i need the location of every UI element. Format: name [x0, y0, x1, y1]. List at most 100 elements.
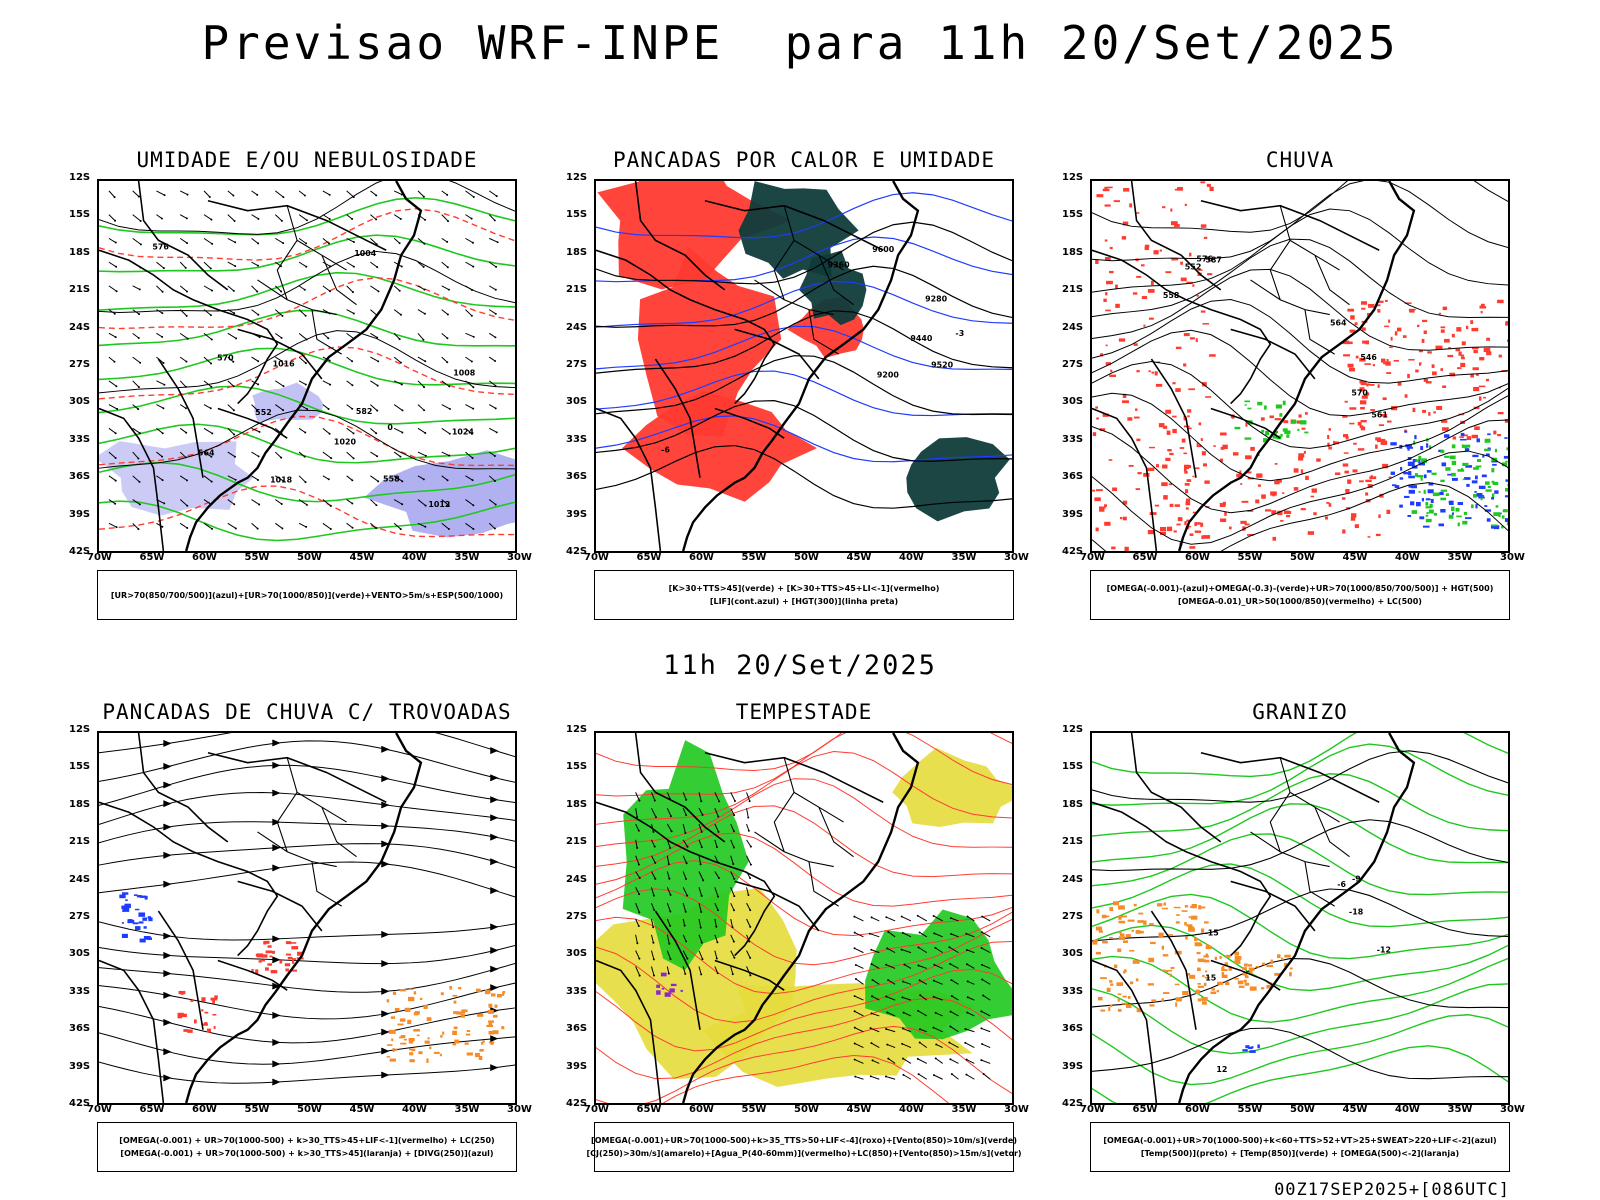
contour-label: 9600 — [872, 245, 895, 254]
latitude-label: 18S — [69, 798, 91, 810]
latitude-label: 36S — [566, 471, 588, 483]
latitude-label: 30S — [566, 396, 588, 408]
latitude-label: 24S — [1062, 873, 1084, 885]
longitude-label: 30W — [507, 552, 532, 563]
latitude-label: 15S — [69, 209, 91, 221]
panel-title-pancadas-calor: PANCADAS POR CALOR E UMIDADE — [612, 148, 995, 172]
contour-label: 558 — [383, 475, 400, 484]
longitude-label: 30W — [1004, 552, 1029, 563]
contour-label: 576 — [1196, 254, 1213, 263]
country-borders — [596, 181, 884, 551]
legend-chuva: [OMEGA(-0.001)-(azul)+OMEGA(-0.3)-(verde… — [1090, 570, 1510, 620]
contour-label: 9360 — [828, 261, 851, 270]
latitude-label: 21S — [1062, 284, 1084, 296]
panel-title-chuva: CHUVA — [1265, 148, 1335, 172]
map-chuva: 576 570 564 558 552 546 587 561 — [1090, 179, 1510, 553]
longitude-label: 35W — [454, 552, 480, 563]
coastline — [682, 181, 920, 551]
longitude-label: 70W — [1080, 1104, 1105, 1115]
latitude-label: 39S — [566, 508, 588, 520]
contour-label: -3 — [955, 329, 964, 338]
longitude-label: 65W — [636, 552, 662, 563]
latitude-label: 21S — [69, 836, 91, 848]
geopotential-height-contours — [596, 221, 1012, 509]
longitude-label: 50W — [1290, 552, 1315, 563]
latitude-label: 42S — [1062, 546, 1084, 557]
longitude-label: 65W — [139, 552, 165, 563]
longitude-label: 45W — [1342, 1104, 1368, 1115]
longitude-label: 35W — [1447, 552, 1473, 563]
coastline — [1178, 733, 1416, 1103]
latitude-label: 27S — [69, 911, 91, 922]
contour-label: 564 — [1330, 319, 1347, 328]
latitude-label: 21S — [566, 836, 588, 848]
legend-granizo: [OMEGA(-0.001)+UR>70(1000-500)+k<60+TTS>… — [1090, 1122, 1510, 1172]
longitude-label: 45W — [349, 1104, 375, 1115]
contour-label: -9 — [1352, 875, 1361, 884]
legend-line: [OMEGA(-0.001) + UR>70(1000-500) + k>30_… — [119, 1136, 495, 1145]
latitude-label: 18S — [566, 798, 588, 810]
wind-vectors-850 — [853, 914, 991, 1080]
latitude-label: 36S — [69, 1023, 91, 1035]
latitude-label: 15S — [566, 761, 588, 773]
country-borders — [99, 181, 387, 551]
map-pancadas-trovoadas — [97, 731, 517, 1105]
longitude-label: 60W — [192, 552, 217, 563]
latitude-label: 12S — [1062, 724, 1084, 735]
instability-red — [637, 246, 782, 437]
temperature-850-contours — [1092, 733, 1508, 1103]
latitude-label: 24S — [69, 873, 91, 885]
longitude-label: 35W — [951, 1104, 977, 1115]
contour-label: 546 — [1360, 353, 1377, 362]
latitude-label: 18S — [566, 246, 588, 258]
longitude-label: 45W — [846, 1104, 872, 1115]
jet-stream-yellow — [892, 747, 1012, 827]
pressure-contours — [99, 181, 515, 470]
longitude-label: 60W — [1185, 1104, 1210, 1115]
longitude-label: 60W — [1185, 552, 1210, 563]
latitude-label: 15S — [1062, 209, 1084, 221]
main-title: Previsao WRF-INPE para 11h 20/Set/2025 — [201, 16, 1399, 70]
longitude-label: 40W — [899, 552, 924, 563]
legend-pancadas-calor: [K>30+TTS>45](verde) + [K>30+TTS>45+LI<-… — [594, 570, 1014, 620]
latitude-label: 27S — [566, 911, 588, 922]
divergence-blue — [119, 892, 153, 943]
latitude-label: 33S — [69, 985, 91, 997]
contour-label: 12 — [1216, 1065, 1227, 1074]
latitude-label: 27S — [566, 359, 588, 370]
longitude-label: 50W — [1290, 1104, 1315, 1115]
longitude-label: 50W — [297, 1104, 322, 1115]
country-borders — [1092, 181, 1380, 551]
legend-line: [Temp(500)](preto) + [Temp(850)](verde) … — [1140, 1149, 1460, 1158]
longitude-label: 50W — [794, 552, 819, 563]
contour-label: 552 — [255, 408, 272, 417]
contour-label: -18 — [1349, 908, 1364, 917]
longitude-label: 65W — [1132, 1104, 1158, 1115]
omega-orange — [1203, 951, 1293, 993]
latitude-label: 27S — [69, 359, 91, 370]
latitude-label: 42S — [1062, 1098, 1084, 1109]
contour-label: 15 — [1205, 973, 1216, 982]
contour-label: 1008 — [453, 369, 476, 378]
legend-line: [OMEGA(-0.001)+UR>70(1000-500)+k>35_TTS>… — [591, 1136, 1017, 1145]
longitude-label: 50W — [297, 552, 322, 563]
longitude-label: 70W — [87, 1104, 112, 1115]
longitude-label: 70W — [584, 1104, 609, 1115]
longitude-label: 30W — [1500, 1104, 1525, 1115]
longitude-label: 35W — [454, 1104, 480, 1115]
longitude-label: 70W — [87, 552, 112, 563]
streamlines-850-red — [596, 733, 1012, 1103]
latitude-label: 33S — [1062, 985, 1084, 997]
convection-red — [251, 940, 304, 974]
contour-label: -15 — [1205, 929, 1219, 938]
longitude-label: 30W — [1004, 1104, 1029, 1115]
contour-label: 558 — [1163, 291, 1180, 300]
longitude-label: 35W — [951, 552, 977, 563]
longitude-label: 55W — [741, 1104, 767, 1115]
contour-label: 561 — [1371, 410, 1388, 419]
latitude-label: 39S — [1062, 508, 1084, 520]
contour-label: 570 — [1351, 388, 1368, 397]
latitude-label: 18S — [1062, 798, 1084, 810]
convection-red — [177, 990, 218, 1033]
latitude-label: 21S — [69, 284, 91, 296]
